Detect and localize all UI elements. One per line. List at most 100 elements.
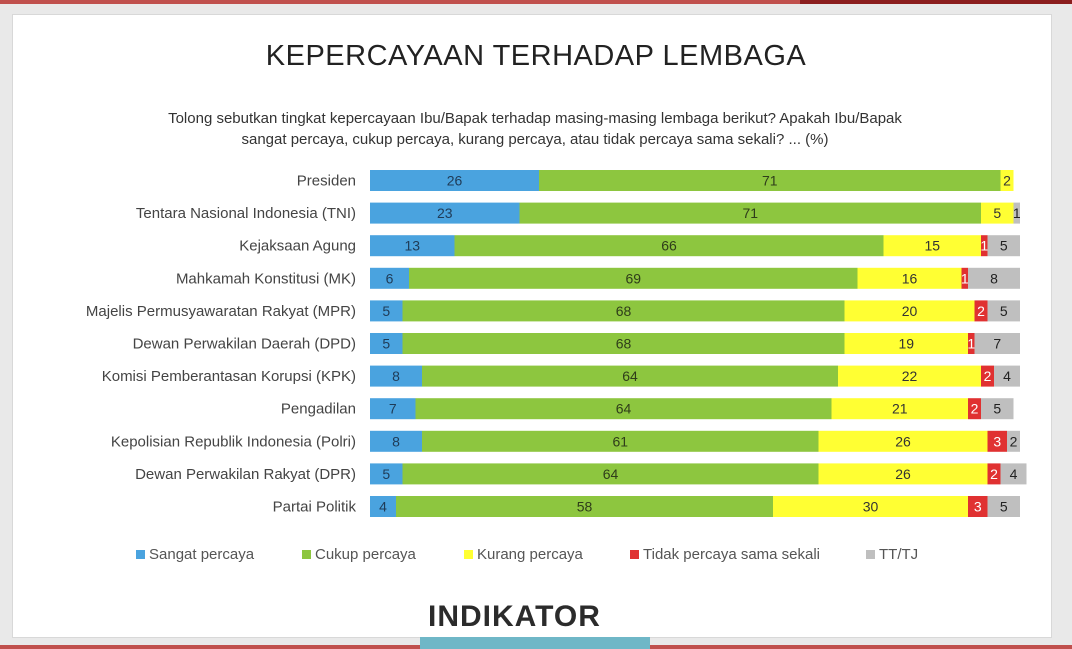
data-label: 26 xyxy=(895,466,911,482)
slide-panel xyxy=(12,14,1052,638)
legend-label: Kurang percaya xyxy=(477,546,584,563)
data-label: 1 xyxy=(967,336,975,352)
bar-segment xyxy=(773,496,968,517)
top-accent-bar-dark xyxy=(800,0,1072,4)
bar-segment xyxy=(818,430,988,452)
bar-segment xyxy=(987,300,1020,322)
bar-segment xyxy=(422,365,838,387)
data-label: 71 xyxy=(742,205,758,221)
bar-segment xyxy=(402,333,845,354)
bar-segment xyxy=(981,202,1014,224)
bar-segment xyxy=(370,300,403,322)
bar-segment xyxy=(981,365,994,387)
bar-segment xyxy=(454,235,884,257)
bar-segment xyxy=(968,333,975,354)
data-label: 1 xyxy=(961,270,969,286)
data-label: 68 xyxy=(616,336,632,352)
bar-segment xyxy=(422,430,819,452)
data-label: 58 xyxy=(577,499,593,515)
bar-segment xyxy=(981,398,1014,420)
data-label: 2 xyxy=(1010,433,1018,449)
data-label: 7 xyxy=(993,336,1001,352)
bar-segment xyxy=(409,267,858,289)
bar-segment xyxy=(987,235,1020,257)
legend-label: TT/TJ xyxy=(879,546,918,563)
data-label: 16 xyxy=(902,270,918,286)
bar-segment xyxy=(396,496,773,517)
bar-segment xyxy=(370,170,539,191)
bar-segment xyxy=(1007,430,1020,452)
bar-segment xyxy=(370,333,403,354)
bar-segment xyxy=(974,300,988,322)
legend-swatch xyxy=(136,550,145,559)
data-label: 68 xyxy=(616,303,632,319)
legend-label: Sangat percaya xyxy=(149,546,255,563)
bar-segment xyxy=(370,235,455,257)
category-label: Pengadilan xyxy=(281,401,356,418)
bar-segment xyxy=(968,267,1020,289)
bar-segment xyxy=(987,463,1001,485)
chart-subtitle: Tolong sebutkan tingkat kepercayaan Ibu/… xyxy=(168,110,902,148)
data-label: 20 xyxy=(902,303,918,319)
data-label: 4 xyxy=(1010,466,1018,482)
bar-segment xyxy=(857,267,962,289)
bar-segment xyxy=(818,463,988,485)
data-label: 4 xyxy=(1003,368,1011,384)
bar-segment xyxy=(1000,463,1027,485)
data-label: 26 xyxy=(895,433,911,449)
data-label: 64 xyxy=(616,401,632,417)
category-label: Komisi Pemberantasan Korupsi (KPK) xyxy=(102,368,356,385)
data-label: 22 xyxy=(902,368,918,384)
bar-segment xyxy=(370,398,416,420)
bar-segment xyxy=(987,430,1007,452)
bar-segment xyxy=(402,463,819,485)
data-label: 3 xyxy=(993,433,1001,449)
data-label: 64 xyxy=(603,466,619,482)
data-label: 5 xyxy=(1000,303,1008,319)
data-label: 2 xyxy=(990,466,998,482)
data-label: 5 xyxy=(1000,238,1008,254)
bar-segment xyxy=(883,235,981,257)
data-label: 26 xyxy=(447,173,463,189)
data-label: 6 xyxy=(386,270,394,286)
bar-segment xyxy=(370,430,422,452)
data-label: 5 xyxy=(1000,499,1008,515)
bar-segment xyxy=(968,398,981,420)
data-label: 8 xyxy=(990,270,998,286)
chart-title: KEPERCAYAAN TERHADAP LEMBAGA xyxy=(265,40,807,72)
bar-segment xyxy=(961,267,968,289)
data-label: 30 xyxy=(863,499,879,515)
bar-segment xyxy=(370,496,396,517)
category-label: Presiden xyxy=(297,173,356,190)
top-accent-bar xyxy=(0,0,1072,4)
legend-swatch xyxy=(866,550,875,559)
category-label: Dewan Perwakilan Rakyat (DPR) xyxy=(135,466,356,483)
data-label: 3 xyxy=(974,499,982,515)
bottom-accent-teal xyxy=(420,637,650,649)
data-label: 5 xyxy=(993,401,1001,417)
indikator-logo: INDIKATOR xyxy=(428,600,601,633)
bar-segment xyxy=(974,333,1020,354)
data-label: 7 xyxy=(389,401,397,417)
bar-segment xyxy=(844,333,968,354)
bar-segment xyxy=(370,463,403,485)
bar-segment xyxy=(831,398,968,420)
bar-segment xyxy=(968,496,988,517)
data-label: 2 xyxy=(1003,173,1011,189)
bar-segment xyxy=(519,202,981,224)
data-label: 71 xyxy=(762,173,778,189)
bar-segment xyxy=(994,365,1020,387)
bar-segment xyxy=(844,300,975,322)
data-label: 13 xyxy=(404,238,420,254)
legend-label: Tidak percaya sama sekali xyxy=(643,546,820,563)
data-label: 1 xyxy=(1013,205,1021,221)
category-label: Mahkamah Konstitusi (MK) xyxy=(176,270,356,287)
data-label: 5 xyxy=(382,303,390,319)
data-label: 2 xyxy=(984,368,992,384)
data-label: 69 xyxy=(625,270,641,286)
bar-segment xyxy=(1000,170,1014,191)
data-label: 64 xyxy=(622,368,638,384)
bar-segment xyxy=(415,398,832,420)
data-label: 23 xyxy=(437,205,453,221)
